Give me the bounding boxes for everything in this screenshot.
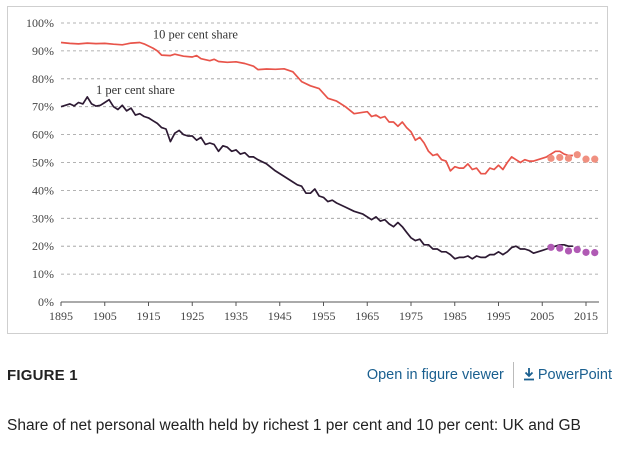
chart-frame: 0% 10% 20% 30% 40% 50% 60% 70% 80% 90% 100% 1895 190…	[7, 6, 608, 334]
label-10-per-cent-share: 10 per cent share	[153, 27, 238, 41]
series-markers	[547, 151, 599, 257]
y-tick-label: 60%	[32, 128, 54, 142]
grid	[61, 22, 599, 275]
x-tick-label: 1995	[487, 309, 511, 323]
marker-10-per-cent	[582, 155, 590, 163]
marker-1-per-cent	[556, 244, 564, 252]
annotations: 10 per cent share 1 per cent share	[96, 27, 238, 97]
x-tick-label: 1975	[399, 309, 423, 323]
series-line-1-per-cent	[60, 96, 573, 260]
x-tick-label: 1985	[443, 309, 467, 323]
y-tick-label: 80%	[32, 72, 54, 86]
marker-1-per-cent	[573, 245, 581, 254]
download-icon	[523, 368, 534, 381]
x-tick-label: 2015	[574, 309, 598, 323]
marker-10-per-cent	[564, 154, 573, 162]
powerpoint-label: PowerPoint	[537, 367, 612, 383]
x-tick-label: 1955	[312, 309, 336, 323]
label-1-per-cent-share: 1 per cent share	[96, 83, 175, 97]
marker-10-per-cent	[556, 153, 564, 162]
x-tick-label: 1965	[355, 309, 379, 323]
open-figure-viewer-link[interactable]: Open in figure viewer	[366, 367, 504, 383]
chart: 0% 10% 20% 30% 40% 50% 60% 70% 80% 90% 100% 1895 190…	[26, 16, 599, 323]
marker-10-per-cent	[573, 151, 581, 159]
series-lines	[60, 41, 573, 260]
x-tick-label: 1945	[268, 309, 292, 323]
y-tick-label: 90%	[32, 44, 54, 58]
y-tick-label: 50%	[32, 156, 54, 170]
y-tick-label: 20%	[32, 239, 54, 253]
figure-label: FIGURE 1	[7, 367, 78, 384]
x-tick-label: 1935	[224, 309, 248, 323]
marker-10-per-cent	[547, 154, 555, 162]
y-tick-label: 100%	[26, 16, 54, 30]
marker-1-per-cent	[591, 249, 599, 257]
powerpoint-link[interactable]: PowerPoint	[523, 363, 612, 387]
axes: 0% 10% 20% 30% 40% 50% 60% 70% 80% 90% 100% 1895 190…	[26, 16, 599, 323]
series-line-10-per-cent	[60, 41, 573, 175]
y-tick-label: 30%	[32, 211, 54, 225]
x-tick-label: 2005	[530, 309, 554, 323]
marker-10-per-cent	[591, 155, 599, 163]
marker-1-per-cent	[547, 243, 555, 251]
action-divider	[512, 362, 514, 388]
marker-1-per-cent	[564, 247, 573, 255]
y-tick-label: 10%	[32, 267, 54, 281]
x-tick-label: 1915	[137, 309, 161, 323]
x-tick-label: 1895	[49, 309, 73, 323]
figure-caption: Share of net personal wealth held by ric…	[7, 417, 581, 434]
marker-1-per-cent	[582, 248, 590, 256]
x-tick-label: 1925	[180, 309, 204, 323]
x-tick-label: 1905	[93, 309, 117, 323]
y-tick-label: 40%	[32, 183, 54, 197]
y-tick-label: 0%	[38, 295, 54, 309]
figure-actions: Open in figure viewer PowerPoint	[367, 362, 612, 388]
y-tick-label: 70%	[32, 100, 54, 114]
